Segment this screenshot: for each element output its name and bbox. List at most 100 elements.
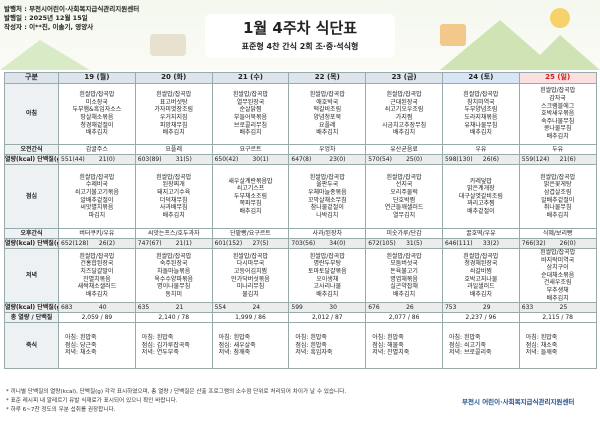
calories: 646(111): [444, 239, 473, 247]
calories: 676: [368, 303, 380, 311]
menu-item: 쇠고기불고기볶음: [74, 188, 119, 196]
menu-cell: 2,012 / 87: [288, 312, 367, 324]
protein: 40: [98, 303, 107, 311]
protein: 26(6): [482, 155, 500, 163]
protein: 21(1): [175, 239, 192, 247]
menu-item: 두부햄&흑임자소스: [72, 106, 122, 114]
menu-item: 점심: 당근죽: [65, 341, 97, 349]
protein: 23(0): [329, 155, 346, 163]
menu-item: 미소장국: [85, 98, 108, 106]
menu-item: 명란두부탕: [313, 260, 342, 268]
menu-item: 양념청포묵: [313, 114, 342, 121]
protein: 34(0): [329, 239, 346, 247]
menu-item: 저녁: 브로콜리죽: [448, 349, 492, 357]
menu-cell: 652(128) 26(2): [58, 238, 136, 249]
protein: 21(0): [98, 155, 116, 163]
row-label: 총 열량 / 단백질: [4, 312, 59, 324]
protein: 26: [406, 303, 414, 311]
menu-item: 표고버섯탕: [159, 98, 188, 106]
menu-item: 두부양념조림: [464, 106, 498, 114]
menu-item: 흰쌀밥/잡곡밥: [463, 91, 499, 99]
menu-item: 흰쌀밥/잡곡밥: [386, 173, 422, 181]
protein: 21: [175, 303, 184, 311]
menu-item: 흰쌀밥/잡곡밥: [79, 252, 115, 260]
menu-item: 토마토달걀볶음: [307, 267, 347, 275]
menu-cell: 흰쌀밥/잡곡밥 근대된장국 쇠고기오우조림 가지찜 시금치고추장무침 배추김치: [365, 83, 443, 145]
menu-item: 점심: 새우살죽: [218, 341, 256, 349]
menu-item: 배추김치: [469, 129, 492, 137]
menu-cell: 2,077 / 86: [365, 312, 443, 324]
menu-item: 배추김치: [546, 211, 569, 219]
menu-item: 배추김치: [316, 129, 339, 137]
header: 발행처 : 부천시어린이·사회복지급식관리지원센터 발행일 : 2025년 12…: [0, 0, 600, 70]
protein: 27(5): [252, 239, 269, 247]
menu-item: 참치미역국: [467, 98, 495, 106]
menu-cell: 559(124) 21(6): [518, 154, 597, 165]
energy-row: 열량(kcal) 단백질(g) 683 40 635 21 554 24 599 30 676 26…: [4, 302, 597, 314]
menu-cell: 647(8) 23(0): [288, 154, 367, 165]
menu-cell: 미숫가루/단감: [365, 228, 443, 239]
menu-row: 저녁 흰쌀밥/잡곡밥 건홍합된장국 치즈달걀말이 잔멸치볶음 새싹채소샐러드 배추김치 흰쌀밥…: [4, 247, 597, 304]
menu-cell: 흰쌀밥/잡곡밥 미소장국 두부햄&흑임자소스 땅살채소볶음 청경채겉절이 배추김치: [58, 83, 136, 145]
footer-note: * 끼니별 단백질의 열량(kcal), 단백질(g) 각각 표시하였으며, 총…: [6, 389, 347, 395]
menu-cell: 아침: 흰밥죽 점심: 당근죽 저녁: 채소죽: [58, 322, 136, 370]
menu-item: 열무김치: [393, 211, 416, 219]
menu-item: 순대채소볶음: [541, 271, 575, 279]
menu-cell: 흰쌀밥/잡곡밥 참치미역국 두부양념조림 도라지채볶음 유채나물무침 배추김치: [441, 83, 520, 145]
menu-cell: 꿀호떡/우유: [441, 228, 520, 239]
title-box: 1월 4주차 식단표 표준형 4찬 간식 2회 조·중·석식형: [205, 14, 395, 58]
menu-cell: 유산균음료: [365, 144, 443, 155]
protein: 24: [252, 303, 261, 311]
menu-cell: 646(111) 33(2): [441, 238, 520, 249]
menu-item: 아침: 흰밥죽: [218, 334, 251, 342]
calories: 753: [444, 303, 457, 311]
menu-item: 배추김치: [393, 290, 416, 298]
menu-item: 근대된장국: [390, 98, 418, 106]
menu-item: 알배추겉절이: [541, 196, 575, 204]
menu-cell: 747(67) 21(1): [134, 238, 213, 249]
row-label: 열량(kcal) 단백질(g): [4, 238, 59, 249]
menu-item: 모둠버섯국: [390, 260, 418, 268]
menu-item: 아침: 흰밥죽: [295, 334, 327, 342]
menu-item: 동치미: [165, 290, 182, 298]
text-row: 오후간식 버터쿠키/우유 씨앗는프스/호두과자 단팥빵/요구르트 사과/된장차 미숫가루/…: [4, 228, 597, 239]
menu-cell: 사과/된장차: [288, 228, 367, 239]
menu-item: 단호박찜: [393, 196, 416, 204]
menu-item: 열무된장국: [236, 98, 265, 106]
calories: 766(32): [521, 239, 546, 247]
row-label: 열량(kcal) 단백질(g): [4, 302, 59, 314]
menu-item: 아침: 흰밥죽: [372, 334, 404, 342]
header-decoration: [0, 8, 600, 70]
menu-item: 콩나물무침: [543, 125, 572, 133]
protein: 25: [559, 303, 568, 311]
menu-item: 흰쌀밥/잡곡밥: [156, 173, 192, 181]
menu-item: 씨앗멸치볶음: [80, 204, 114, 212]
column-header: 24 (토): [441, 72, 520, 84]
menu-item: 사과배무침: [159, 204, 188, 212]
protein: 26(0): [559, 239, 576, 247]
menu-item: 우체마늘종볶음: [307, 188, 347, 196]
menu-item: 아침: 흰밥죽: [65, 334, 97, 342]
menu-cell: 아침: 흰밥죽 점심: 쇠고기죽 저녁: 브로콜리죽: [441, 322, 520, 370]
protein: 25(0): [406, 155, 423, 163]
row-label: 저녁: [4, 247, 59, 304]
menu-cell: 554 24: [211, 302, 290, 314]
menu-item: 점심: 김가루잡곡죽: [141, 341, 190, 349]
menu-item: 맑은계개장: [467, 185, 495, 193]
menu-item: 두부채소조림: [233, 192, 268, 200]
menu-item: 삼겹살조림: [543, 188, 572, 196]
menu-item: 과일샐러드: [467, 283, 495, 291]
menu-cell: 635 21: [134, 302, 213, 314]
menu-cell: 683 40: [58, 302, 136, 314]
menu-item: 잔멸치볶음: [83, 275, 111, 283]
protein: 26(2): [98, 239, 116, 247]
calories: 647(8): [291, 155, 312, 163]
menu-item: 선지국: [395, 181, 413, 189]
menu-row: 점심 흰쌀밥/잡곡밥 수제비국 쇠고기불고기볶음 알배추겉절이 씨앗멸치볶음 파김치 흰쌀밥/…: [4, 164, 597, 229]
menu-item: 흰쌀밥/잡곡밥: [79, 173, 115, 181]
menu-cell: 아침: 흰밥죽 점심: 흰밥죽 저녁: 흑임자죽: [288, 322, 367, 370]
protein: 30: [329, 303, 337, 311]
protein: 21(6): [559, 155, 576, 163]
menu-item: 고등어김치찜: [233, 267, 268, 275]
